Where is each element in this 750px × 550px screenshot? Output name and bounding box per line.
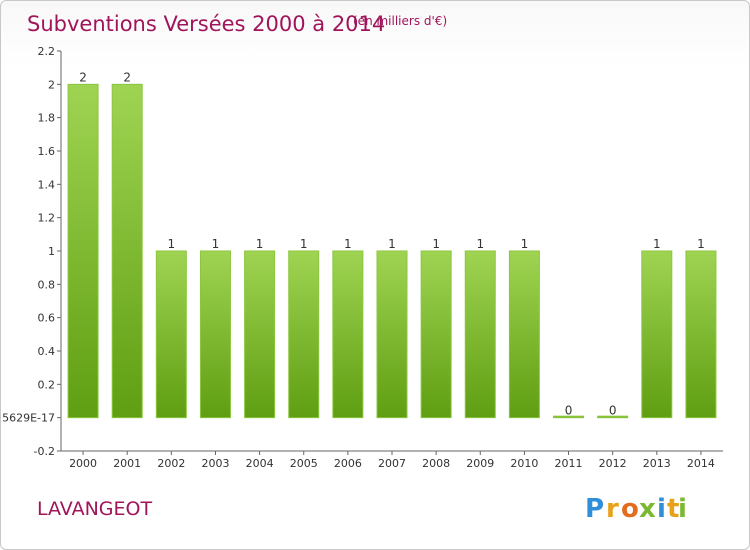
commune-name: LAVANGEOT xyxy=(37,498,152,520)
x-tick-label: 2006 xyxy=(334,457,362,470)
data-label-2011: 0 xyxy=(565,404,573,418)
logo-letter: r xyxy=(606,494,619,524)
data-label-2008: 1 xyxy=(432,237,440,251)
data-label-2004: 1 xyxy=(256,237,264,251)
data-label-2000: 2 xyxy=(79,70,87,84)
bar-2009 xyxy=(464,250,496,419)
x-tick-label: 2014 xyxy=(687,457,715,470)
x-tick-label: 2009 xyxy=(466,457,494,470)
y-tick-label: 1.2 xyxy=(38,212,56,225)
y-tick-label: -1.5629E-17 xyxy=(1,412,55,425)
logo-letter: o xyxy=(621,494,639,524)
bar-2011 xyxy=(553,415,585,419)
bar-2008 xyxy=(420,250,452,419)
data-label-2013: 1 xyxy=(653,237,661,251)
bar-2003 xyxy=(199,250,231,419)
data-label-2002: 1 xyxy=(168,237,176,251)
logo-letter: i xyxy=(657,494,666,524)
logo-letter: x xyxy=(639,494,656,524)
x-tick-label: 2007 xyxy=(378,457,406,470)
x-tick-label: 2008 xyxy=(422,457,450,470)
bar-2012 xyxy=(597,415,629,419)
y-tick-label: 0.6 xyxy=(38,312,56,325)
y-tick-label: 0.2 xyxy=(38,378,56,391)
data-label-2001: 2 xyxy=(123,70,131,84)
y-tick-label: 2 xyxy=(48,78,55,91)
bar-2007 xyxy=(376,250,408,419)
bar-2000 xyxy=(67,83,99,419)
bar-2002 xyxy=(155,250,187,419)
bar-2005 xyxy=(288,250,320,419)
data-labels: 2 2 1 1 1 1 1 1 1 1 1 0 0 1 1 xyxy=(79,70,705,417)
y-tick-label: 0.4 xyxy=(38,345,56,358)
data-label-2003: 1 xyxy=(212,237,220,251)
bar-2014 xyxy=(685,250,717,419)
x-tick-label: 2010 xyxy=(510,457,538,470)
data-label-2014: 1 xyxy=(697,237,705,251)
y-axis: 2.2 2 1.8 1.6 1.4 1.2 1 0.8 0.6 0.4 0.2 -1.5629E-17… xyxy=(1,45,62,458)
y-tick-label: 1 xyxy=(48,245,55,258)
data-label-2006: 1 xyxy=(344,237,352,251)
x-tick-label: 2013 xyxy=(643,457,671,470)
y-tick-label: 1.4 xyxy=(38,178,56,191)
chart-title: Subventions Versées 2000 à 2014 xyxy=(27,12,385,36)
data-label-2010: 1 xyxy=(521,237,529,251)
y-tick-label: 0.8 xyxy=(38,278,56,291)
x-tick-label: 2004 xyxy=(246,457,274,470)
bar-2013 xyxy=(641,250,673,419)
logo-letter: P xyxy=(585,494,604,524)
data-label-2012: 0 xyxy=(609,404,617,418)
logo-letter: i xyxy=(678,494,687,524)
data-label-2005: 1 xyxy=(300,237,308,251)
x-tick-label: 2012 xyxy=(599,457,627,470)
x-tick-label: 2003 xyxy=(201,457,229,470)
bar-2001 xyxy=(111,83,143,419)
bar-2004 xyxy=(244,250,276,419)
data-label-2009: 1 xyxy=(476,237,484,251)
chart-subtitle: (en milliers d'€) xyxy=(353,14,447,28)
logo-letter: t xyxy=(667,494,679,524)
bars xyxy=(67,83,717,419)
y-tick-label: -0.2 xyxy=(34,445,55,458)
y-tick-label: 1.8 xyxy=(38,112,56,125)
bar-2010 xyxy=(508,250,540,419)
y-tick-label: 2.2 xyxy=(38,45,56,58)
x-tick-label: 2005 xyxy=(290,457,318,470)
x-axis: 2000 2001 2002 2003 2004 2005 2006 2007 2008 2009… xyxy=(61,450,723,470)
x-tick-label: 2002 xyxy=(157,457,185,470)
x-tick-label: 2011 xyxy=(555,457,583,470)
bar-2006 xyxy=(332,250,364,419)
x-tick-label: 2000 xyxy=(69,457,97,470)
x-tick-label: 2001 xyxy=(113,457,141,470)
data-label-2007: 1 xyxy=(388,237,396,251)
y-tick-label: 1.6 xyxy=(38,145,56,158)
